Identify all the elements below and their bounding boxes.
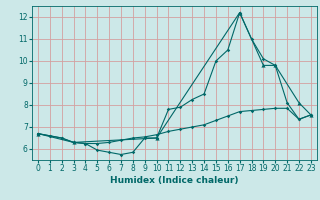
X-axis label: Humidex (Indice chaleur): Humidex (Indice chaleur) [110, 176, 239, 185]
